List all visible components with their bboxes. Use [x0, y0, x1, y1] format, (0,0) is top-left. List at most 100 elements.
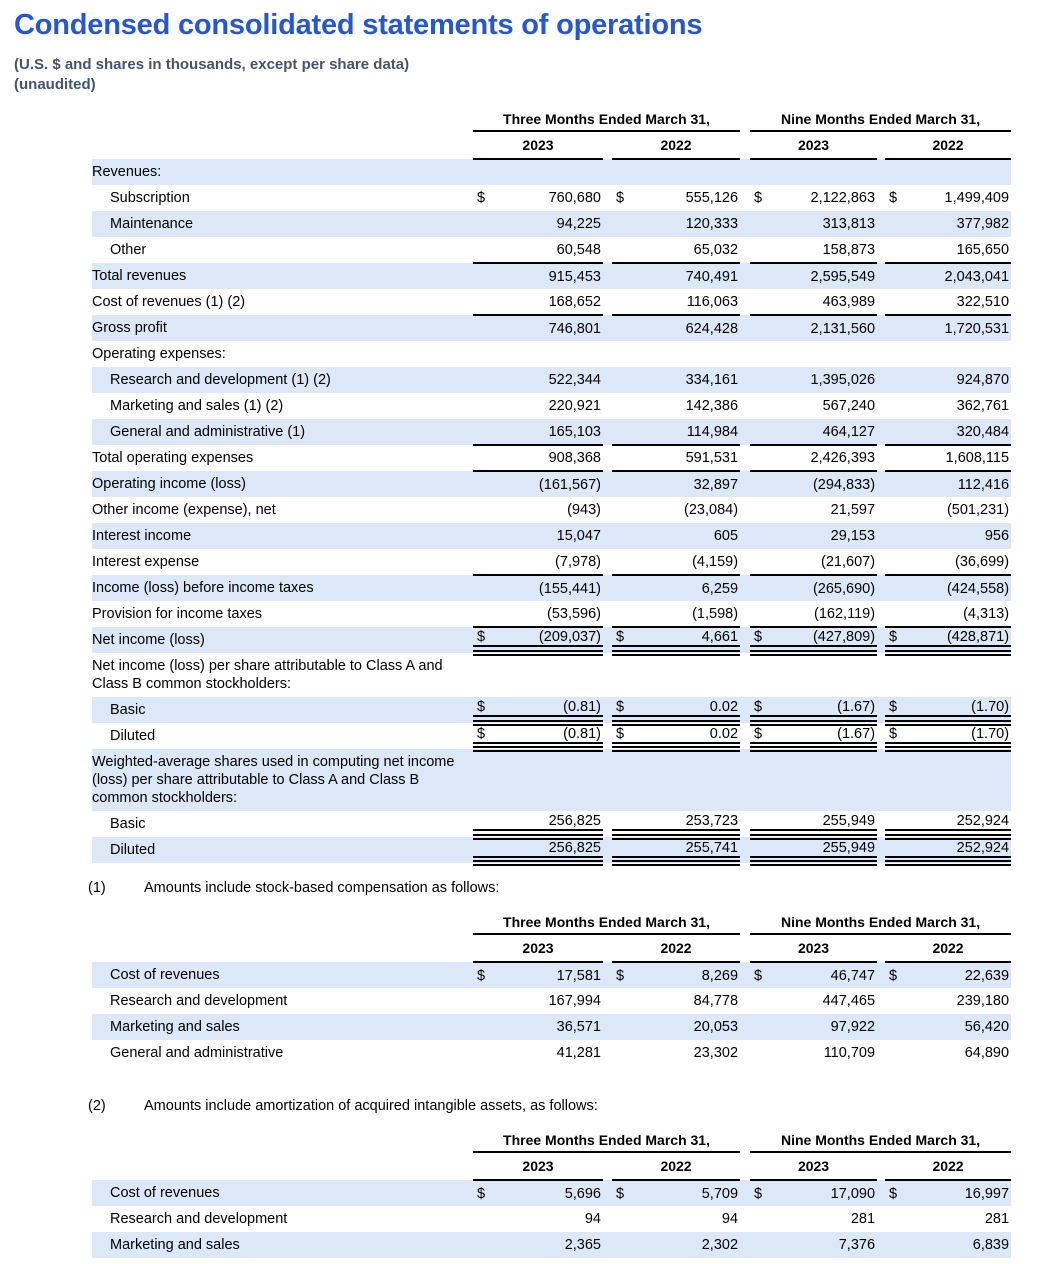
value-text: 2,131,560	[810, 320, 876, 337]
cell-value: 322,510	[885, 289, 1012, 316]
cell-content: (21,607)	[750, 554, 877, 570]
cell-value: (424,558)	[885, 575, 1012, 601]
cell-content: (294,833)	[750, 477, 877, 493]
table-row: Interest income 15,047 605 29,153 956	[92, 523, 1012, 549]
column-gap	[603, 341, 612, 367]
column-gap	[740, 106, 750, 131]
row-label: Revenues:	[92, 159, 473, 185]
cell-value	[750, 159, 878, 185]
cell-content: 165,103	[473, 424, 603, 440]
value-text: 624,428	[685, 320, 739, 337]
column-gap	[740, 1127, 750, 1152]
cell-value: 20,053	[612, 1014, 741, 1040]
value-text: 447,465	[822, 993, 876, 1009]
value-text: 22,639	[964, 967, 1010, 984]
value-text: (265,690)	[812, 580, 876, 597]
cell-content: 746,801	[473, 321, 603, 337]
column-gap	[877, 837, 886, 863]
value-text: (294,833)	[812, 476, 876, 493]
cell-value: $ (1.70)	[885, 697, 1012, 726]
cell-value: $ (427,809)	[750, 627, 878, 656]
cell-value: 2,131,560	[750, 315, 878, 341]
cell-content: 15,047	[473, 528, 603, 544]
table-body: Cost of revenues $17,581 $8,269 $46,747 $22,…	[92, 962, 1012, 1066]
value-text: 256,825	[548, 840, 601, 856]
cell-content: 6,259	[612, 581, 740, 597]
value-text: 320,484	[956, 423, 1010, 440]
footnote-2: (2) Amounts include amortization of acqu…	[88, 1096, 1054, 1116]
row-label: Total revenues	[92, 263, 473, 289]
value-text: (155,441)	[538, 580, 601, 597]
value-text: 740,491	[685, 268, 739, 285]
cell-value: 239,180	[885, 988, 1011, 1014]
cell-value: (294,833)	[750, 471, 878, 497]
column-gap	[877, 962, 886, 988]
cell-value: 313,813	[750, 211, 878, 237]
cell-value: (36,699)	[885, 549, 1012, 576]
cell-value: $16,997	[885, 1180, 1012, 1206]
value-text: 158,873	[822, 241, 876, 258]
footnote-1-text: Amounts include stock-based compensation…	[144, 880, 500, 896]
column-gap	[603, 367, 612, 393]
period-header: Three Months Ended March 31,	[473, 1127, 741, 1153]
year-header: 2022	[885, 1152, 1012, 1181]
cell-value: 2,426,393	[750, 445, 878, 472]
cell-content: 322,510	[885, 294, 1011, 310]
column-gap	[603, 315, 612, 341]
cell-content: 167,994	[473, 993, 603, 1009]
cell-value: $46,747	[750, 962, 878, 988]
column-gap	[740, 811, 750, 837]
year-header-row: 2023 2022 2023 2022	[92, 934, 1012, 963]
column-gap	[877, 1014, 886, 1040]
value-text: 41,281	[556, 1045, 601, 1061]
dollar-sign: $	[889, 1185, 898, 1202]
value-text: (427,809)	[812, 629, 876, 645]
cell-content: 64,890	[885, 1045, 1011, 1061]
table-row: Cost of revenues $5,696 $5,709 $17,090 $16,9…	[92, 1180, 1012, 1206]
column-gap	[740, 962, 751, 988]
cell-value: 6,259	[612, 575, 741, 601]
cell-value: 740,491	[612, 263, 741, 289]
row-label: Diluted	[92, 837, 473, 863]
value-text: 555,126	[685, 190, 739, 206]
column-gap	[877, 289, 885, 315]
column-gap	[877, 471, 886, 497]
column-gap	[877, 988, 885, 1014]
column-gap	[740, 341, 750, 367]
cell-value: $ (1.67)	[750, 723, 878, 752]
column-gap	[740, 988, 750, 1014]
column-gap	[877, 723, 885, 749]
cell-value: 56,420	[885, 1014, 1012, 1040]
value-text: 464,127	[822, 423, 876, 440]
cell-value: 60,548	[473, 237, 603, 264]
cell-value: (265,690)	[750, 575, 878, 601]
column-gap	[603, 1232, 612, 1258]
cell-content: (53,596)	[473, 606, 603, 622]
value-text: 32,897	[693, 476, 739, 493]
table-row: Subscription $760,680 $555,126 $2,122,863 $1…	[92, 185, 1011, 211]
table-row: Cost of revenues $17,581 $8,269 $46,747 $22,…	[92, 962, 1012, 988]
header-spacer	[92, 934, 473, 962]
table-row: Marketing and sales 36,571 20,053 97,922 56,…	[92, 1014, 1012, 1040]
cell-value	[473, 749, 603, 811]
cell-content: 7,376	[750, 1237, 877, 1253]
row-label: Cost of revenues	[92, 962, 473, 988]
dollar-sign: $	[889, 698, 898, 715]
cell-value: 2,043,041	[885, 263, 1012, 289]
cell-value: 165,103	[473, 419, 603, 446]
year-header: 2022	[612, 1152, 741, 1181]
column-gap	[740, 837, 751, 863]
footnote-2-number: (2)	[88, 1098, 106, 1114]
cell-value: 1,395,026	[750, 367, 878, 393]
cell-content: $ (0.81)	[473, 699, 603, 717]
row-label: Other income (expense), net	[92, 502, 276, 518]
table-row: Research and development 94 94 281 281	[92, 1206, 1011, 1232]
column-gap	[603, 131, 612, 159]
table-row: Income (loss) before income taxes (155,44…	[92, 575, 1012, 601]
cell-value: 956	[885, 523, 1012, 549]
cell-content: $ (1.67)	[750, 726, 878, 744]
cell-value: (4,313)	[885, 601, 1012, 628]
cell-value: 252,924	[885, 811, 1012, 840]
cell-value: 167,994	[473, 988, 603, 1014]
cell-content: $5,696	[473, 1186, 603, 1202]
